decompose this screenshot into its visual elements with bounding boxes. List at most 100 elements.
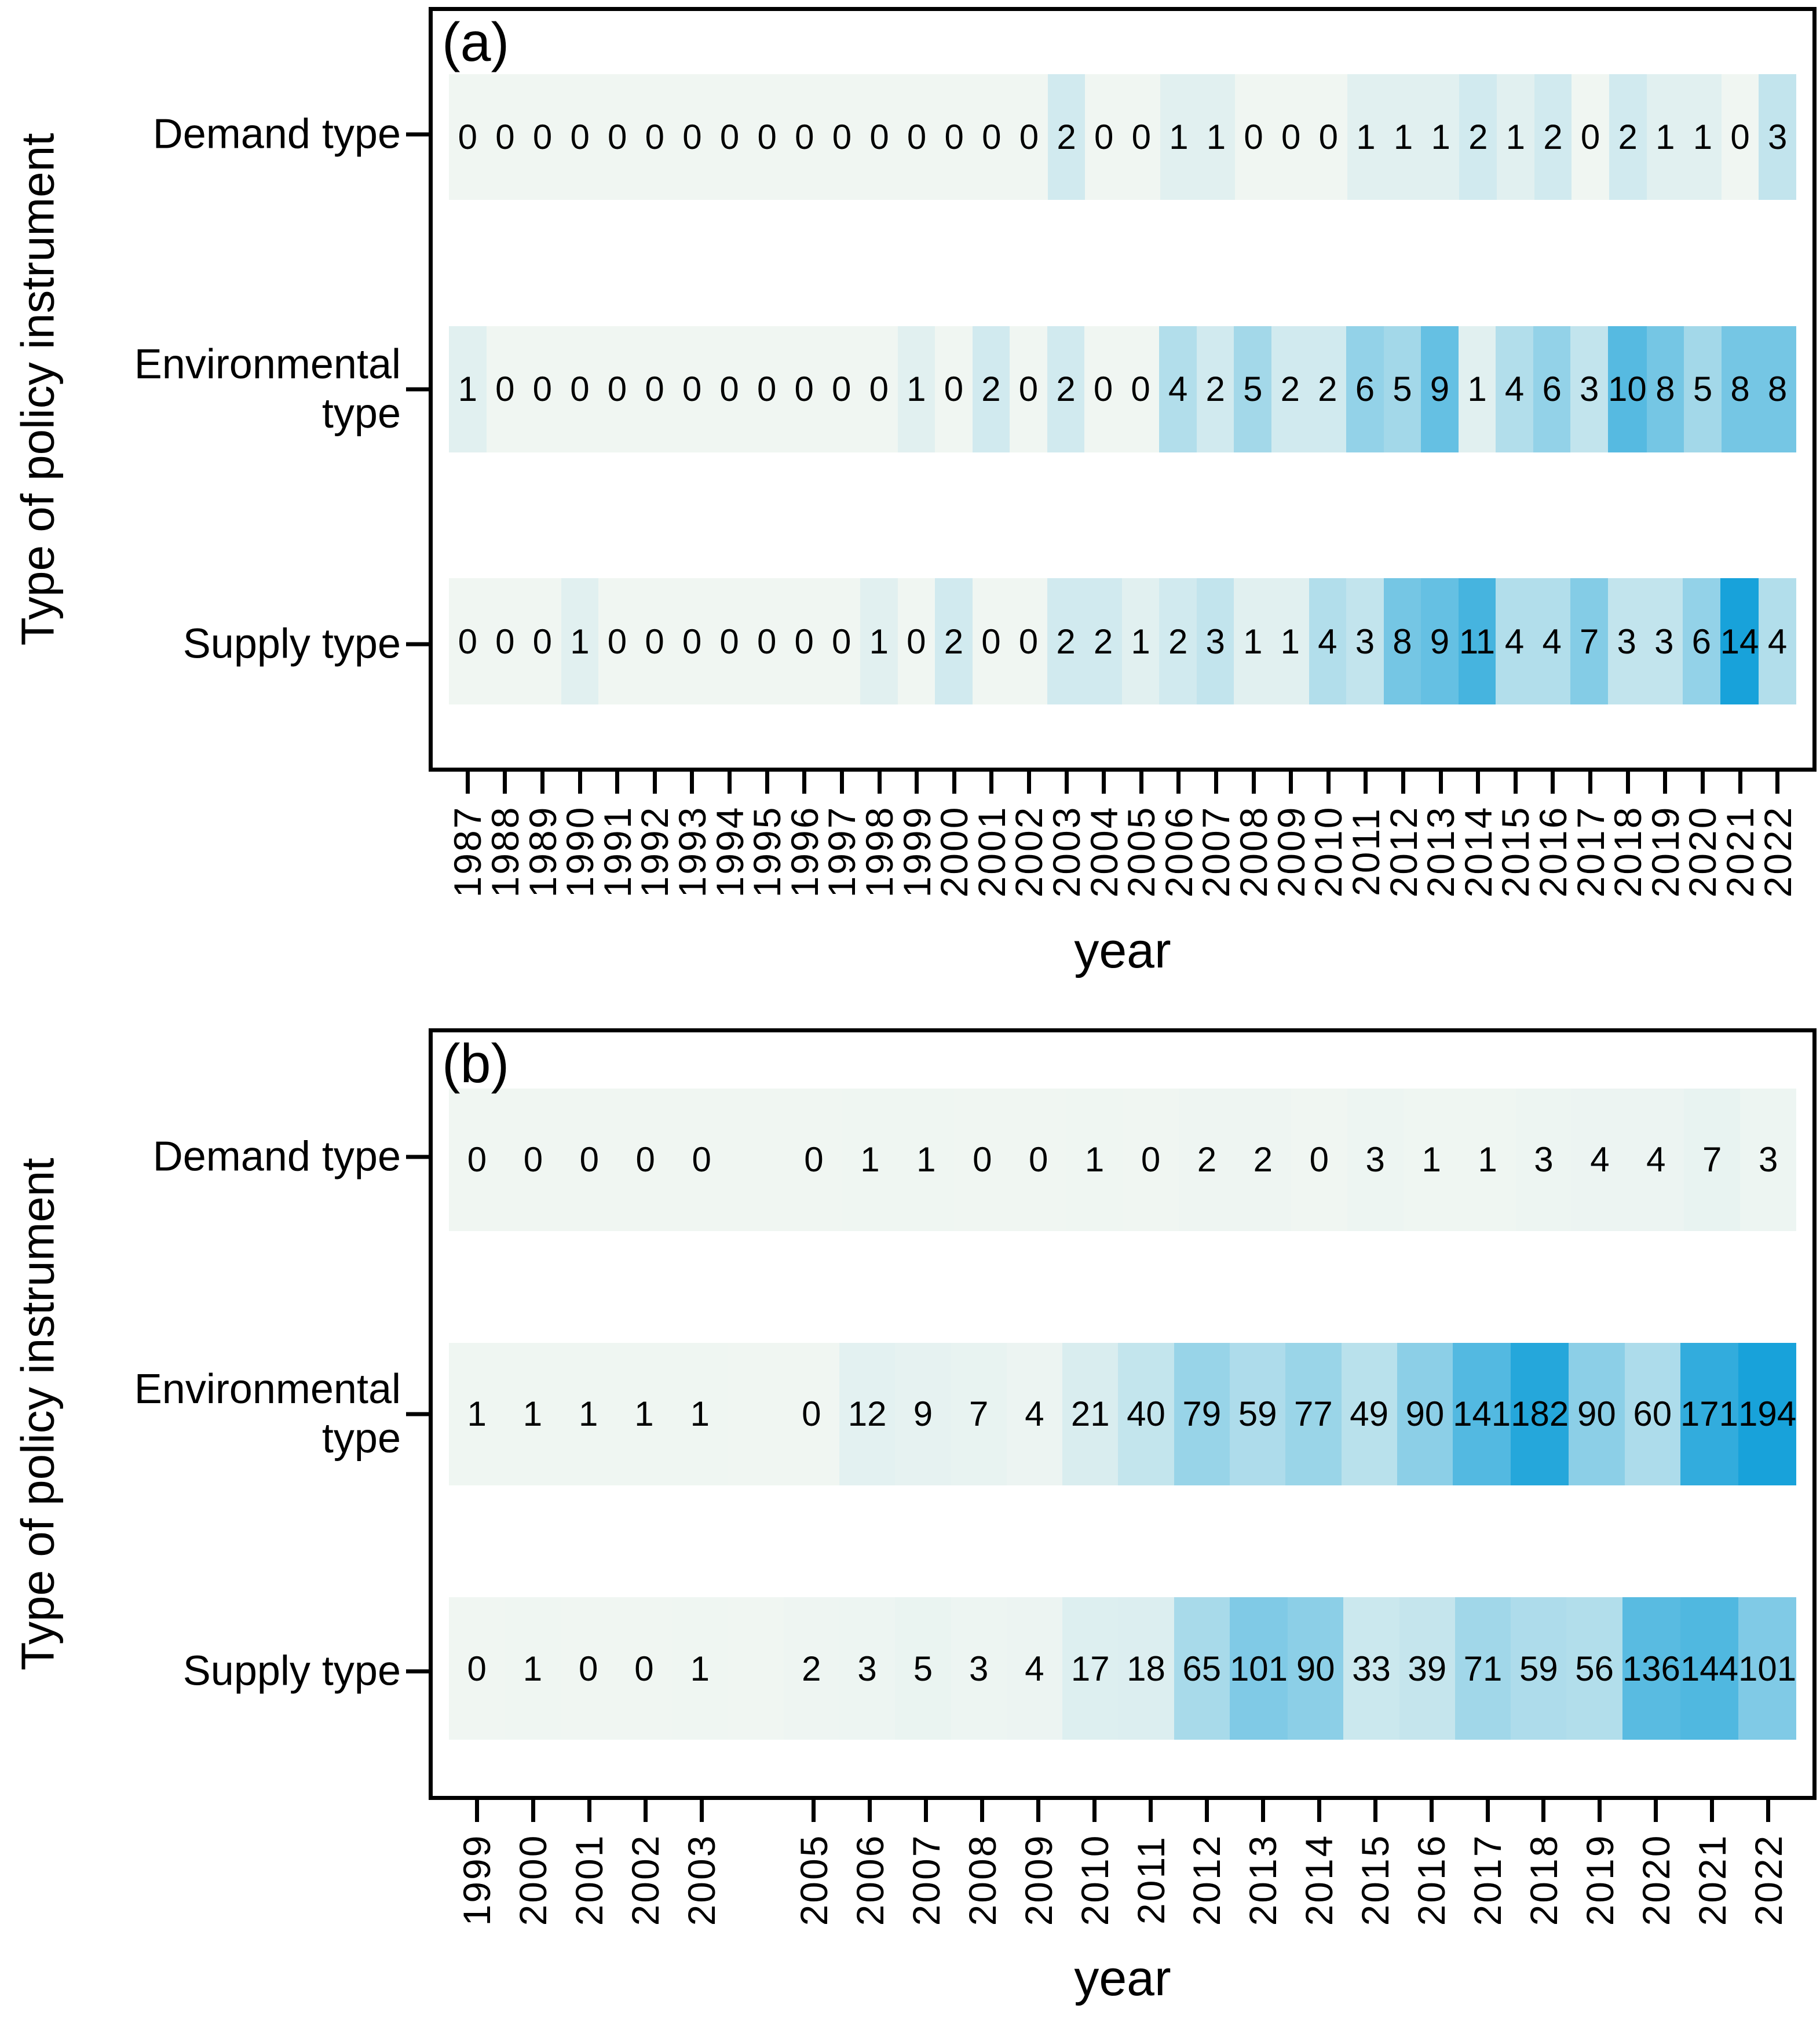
x-tick-label: 2003: [680, 1834, 723, 1926]
heatmap-cell: 0: [598, 74, 637, 200]
x-axis-label-slot: 2013: [1419, 779, 1462, 924]
x-tick-label: 2013: [1241, 1834, 1285, 1926]
x-axis-tick: [989, 772, 994, 794]
row-label-line: Supply type: [182, 620, 401, 667]
x-axis-tick-slot: [1684, 772, 1722, 794]
x-axis-tick-slot: [505, 1800, 561, 1822]
x-axis-label-slot: 2004: [1083, 779, 1125, 924]
x-axis-label-slot: 2016: [1532, 779, 1574, 924]
x-axis-label-slot: 2006: [1157, 779, 1200, 924]
x-axis-label-slot: 2021: [1719, 779, 1761, 924]
heatmap-cell: 5: [1684, 326, 1722, 452]
heatmap-cell: 0: [785, 74, 824, 200]
y-axis-tick: [406, 1412, 429, 1416]
x-axis-tick: [643, 1800, 648, 1822]
y-axis-tick: [406, 1669, 429, 1674]
heatmap-cell: 0: [617, 1088, 674, 1231]
heatmap-cell: 2: [1178, 1088, 1235, 1231]
x-axis-tick-slot: [1235, 1800, 1291, 1822]
y-axis-tick: [406, 642, 429, 647]
x-tick-label: 2022: [1756, 805, 1799, 898]
x-axis-label-slot: 1989: [521, 779, 564, 924]
x-axis-tick-slot: [561, 772, 599, 794]
x-axis-tick-slot: [1010, 772, 1048, 794]
heatmap-cell: 1: [1197, 74, 1235, 200]
x-axis-label-slot: [730, 1807, 786, 1952]
x-axis-label-slot: 2013: [1235, 1807, 1291, 1952]
x-axis-tick: [1036, 1800, 1041, 1822]
heatmap-cell: 1: [616, 1342, 673, 1485]
heatmap-cell: 5: [1383, 326, 1421, 452]
x-axis-label-slot: 1999: [896, 779, 938, 924]
row-label-environmental-type: Environmental type: [0, 1365, 401, 1463]
heatmap-cell: 33: [1343, 1597, 1399, 1740]
x-axis-label-slot: 2000: [505, 1807, 561, 1952]
x-axis-label-slot: 2018: [1516, 1807, 1572, 1952]
x-axis-tick: [812, 1800, 816, 1822]
panel-letter-a: (a): [442, 12, 510, 73]
x-axis-tick-slot: [1759, 772, 1796, 794]
x-axis-label-slot: 2019: [1644, 779, 1687, 924]
x-axis-tick: [531, 1800, 535, 1822]
x-axis-tick: [765, 772, 769, 794]
x-axis-label-slot: 2011: [1123, 1807, 1179, 1952]
x-axis-tick-slot: [1572, 772, 1609, 794]
heatmap-cell: 7: [1684, 1088, 1741, 1231]
heatmap-cell: 3: [1740, 1088, 1797, 1231]
x-axis-tick-slot: [1235, 772, 1273, 794]
heatmap-cell: 0: [561, 326, 599, 452]
x-axis-tick: [1598, 1800, 1602, 1822]
heatmap-cell: 2: [1196, 326, 1234, 452]
heatmap-cell: 171: [1680, 1342, 1738, 1485]
x-axis-tick-slot: [636, 772, 674, 794]
x-axis-tick: [980, 1800, 985, 1822]
x-axis-label-slot: 2021: [1684, 1807, 1740, 1952]
x-axis-tick-slot: [1048, 772, 1086, 794]
x-axis-tick-slot: [1516, 1800, 1572, 1822]
x-axis-label-slot: 1996: [783, 779, 826, 924]
x-axis-label-slot: 2017: [1569, 779, 1612, 924]
heatmap-cell: 1: [1458, 326, 1496, 452]
heatmap-cell: 10: [1607, 326, 1647, 452]
heatmap-cell: 0: [673, 74, 711, 200]
x-axis-tick-slot: [598, 772, 636, 794]
x-axis-tick: [924, 1800, 929, 1822]
heatmap-cell: 0: [783, 1342, 839, 1485]
heatmap-cell: 0: [560, 1597, 616, 1740]
x-axis-label-slot: 2003: [1045, 779, 1088, 924]
x-axis-tick-slot: [842, 1800, 898, 1822]
heatmap-cell: 12: [839, 1342, 896, 1485]
band-slot-environmental: 1 0 0 0 0 0 0 0 0 0 0 0 1 0 2 0 2 0 0 4 2 5 2 2 6 5 9 1 4 6 3 10 8 5 8 8: [449, 263, 1796, 515]
x-axis-tick: [1149, 1800, 1153, 1822]
heatmap-cell: 11: [1458, 578, 1496, 705]
x-tick-label: 2012: [1185, 1834, 1229, 1926]
heatmap-cell: 0: [449, 74, 487, 200]
heatmap-cell: 4: [1496, 326, 1533, 452]
x-axis-tick: [877, 772, 882, 794]
heatmap-cell: 9: [1421, 578, 1459, 705]
heatmap-cell: 0: [524, 74, 561, 200]
x-axis-ticks: [449, 772, 1796, 794]
heatmap-cell: 0: [823, 326, 861, 452]
x-axis-label-slot: 2001: [561, 1807, 617, 1952]
x-axis-tick-slot: [1459, 772, 1497, 794]
row-label-supply-type: Supply type: [0, 1647, 401, 1696]
x-axis-tick: [1625, 772, 1630, 794]
x-axis-tick: [540, 772, 545, 794]
x-axis-tick-slot: [524, 772, 561, 794]
x-tick-label: 2022: [1746, 1834, 1790, 1926]
heatmap-cell: 2: [1234, 1088, 1291, 1231]
heatmap-cell: 141: [1453, 1342, 1511, 1485]
x-axis-tick-slot: [1347, 772, 1385, 794]
heatmap-cell: 0: [823, 578, 861, 705]
x-axis-tick-slot: [898, 1800, 954, 1822]
x-axis-label-slot: 1990: [558, 779, 601, 924]
x-tick-label: 2015: [1354, 1834, 1397, 1926]
heatmap-cell: 0: [748, 74, 786, 200]
x-axis-tick-slot: [1384, 772, 1422, 794]
x-axis-label-slot: 1995: [745, 779, 788, 924]
heatmap-cell: 0: [524, 326, 561, 452]
